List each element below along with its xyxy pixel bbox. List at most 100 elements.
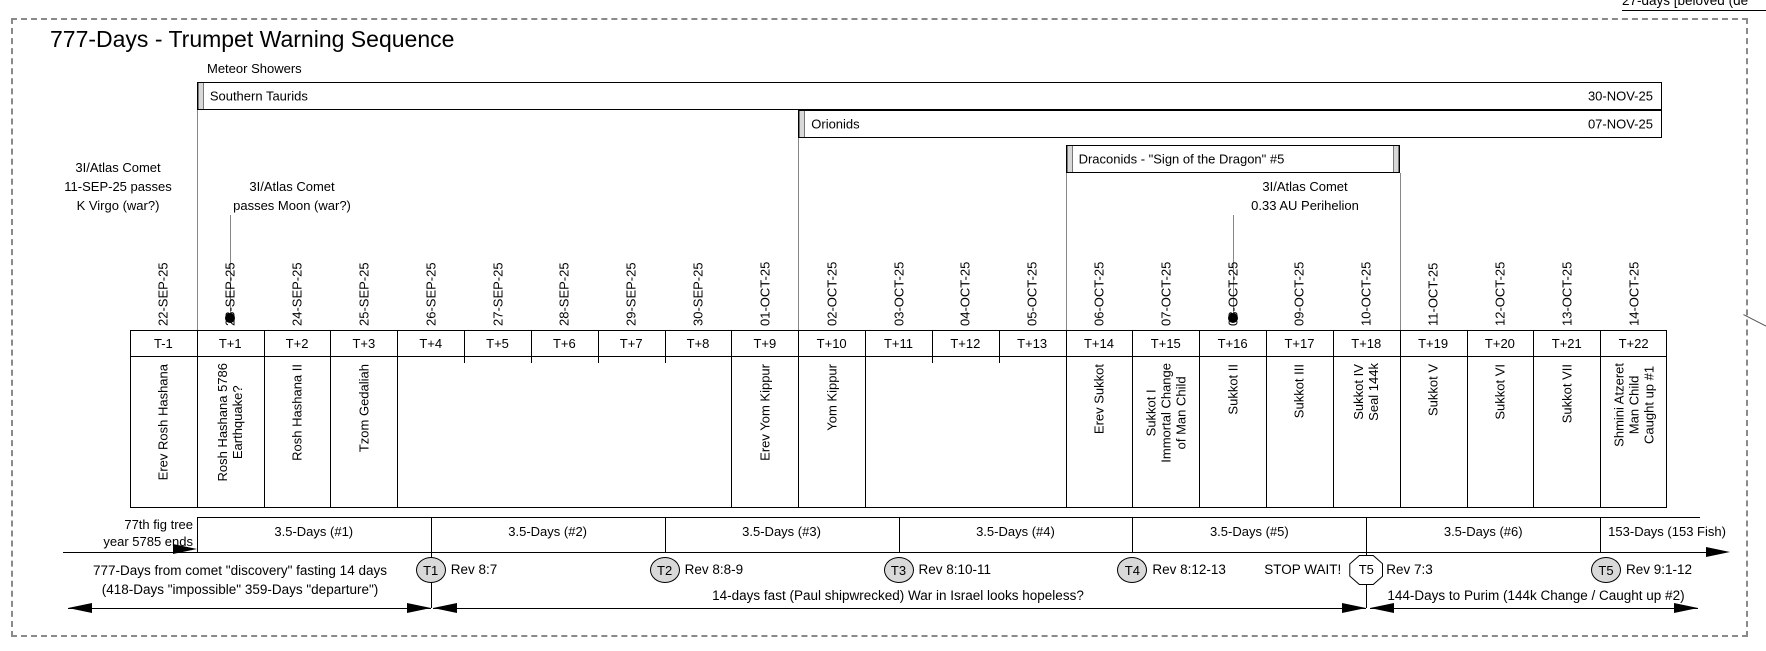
t-row-separator [1466,330,1468,357]
days14-arrow-head-right [1342,603,1367,613]
event-label-text: Rosh Hashana 5786 Earthquake? [215,363,246,482]
trumpet-ref: Rev 9:1-12 [1626,562,1693,577]
event-row-separator [263,357,265,507]
date-label-text: 09-OCT-25 [1291,261,1307,326]
event-label-text: Sukkot VI [1492,364,1508,420]
period-label: 3.5-Days (#3) [742,524,821,539]
event-label-text: Sukkot IV Seal 144k [1351,363,1382,421]
t-row-separator [731,330,733,357]
date-label-text: 14-OCT-25 [1626,261,1642,326]
comet-note-line: 0.33 AU Perihelion [1251,198,1359,213]
event-row-separator [1132,357,1134,507]
date-label-text: 12-OCT-25 [1492,261,1508,326]
comet-note-line: 11-SEP-25 passes [64,179,172,194]
date-label-text: 24-SEP-25 [289,262,305,326]
stop-wait-label: STOP WAIT! [1264,562,1342,577]
event-label-text: Tzom Gedaliah [356,364,372,453]
date-label-text: 25-SEP-25 [356,262,372,326]
meteor-shower-bar: Draconids - "Sign of the Dragon" #5 [1065,145,1400,173]
date-label-text: 08-OCT-25 [1225,261,1241,326]
date-label-text: 11-OCT-25 [1425,262,1441,326]
comet-event-dot [225,313,236,323]
days14-arrow-line [432,608,1367,609]
event-row-separator [397,357,399,507]
t-label: T+11 [883,336,913,351]
event-row-separator [1533,357,1535,507]
meteor-shower-bar: Orionids 07-NOV-25 [798,110,1662,138]
bar-right-cap [1392,146,1399,172]
t-label: T+5 [486,336,509,351]
date-label-text: 07-OCT-25 [1158,261,1174,326]
date-label-text: 02-OCT-25 [824,261,840,326]
t-label: T+8 [686,336,710,351]
days144-arrow-head-left [1370,603,1395,613]
event-label-text: Yom Kippur [824,364,840,431]
meteor-shower-name: Orionids [811,116,860,132]
comet-note-virgo: 3I/Atlas Comet 11-SEP-25 passes K Virgo (w… [64,158,171,215]
fig-tree-note-line1: 77th fig tree [124,517,193,532]
event-row-left-border [130,357,131,507]
event-label-text: Erev Rosh Hashana [155,364,171,481]
guide-line [196,110,198,330]
event-label-text: Erev Sukkot [1091,364,1107,435]
t-row-box [130,330,1667,357]
bar-left-cap [1066,146,1073,172]
trumpet-marker: T1 [415,557,446,583]
period-row-top-line [196,517,1700,518]
event-row-right-border [1666,357,1667,507]
guide-line [1065,173,1067,330]
period-label: 3.5-Days (#6) [1443,524,1523,539]
event-label-text: Sukkot II [1225,364,1241,415]
date-label-text: 27-SEP-25 [490,262,506,326]
t-label: T+13 [1017,336,1048,351]
days777-note-line1: 777-Days from comet "discovery" fasting … [93,563,387,578]
comet-note-line: K Virgo (war?) [76,198,160,213]
t-label: T+15 [1150,336,1181,351]
trumpet-ref: Rev 8:10-11 [918,562,992,577]
days144-arrow-line [1370,608,1698,609]
event-label-text: Sukkot VII [1559,364,1575,424]
meteor-showers-header: Meteor Showers [207,61,302,76]
guide-line [798,138,800,330]
comet-note-moon: 3I/Atlas Comet passes Moon (war?) [233,177,351,215]
bar-left-cap [197,83,204,109]
period-label: 153-Days (153 Fish) [1608,524,1726,539]
t-row-separator [397,330,399,357]
bar-left-cap [799,111,806,137]
event-row-tick [530,357,532,363]
event-row-separator [1199,357,1201,507]
event-row-tick [998,357,1000,363]
event-row-separator [1266,357,1268,507]
event-label-text: Erev Yom Kippur [757,364,773,461]
period-label: 3.5-Days (#5) [1209,524,1289,539]
period-label: 3.5-Days (#1) [274,524,354,539]
period-separator [196,517,198,552]
t-label: T+9 [753,336,777,351]
comet-note-line: 3I/Atlas Comet [1262,179,1348,194]
trumpet-marker-stop-octagon: T5 [1349,555,1384,585]
date-label-text: 26-SEP-25 [423,262,439,326]
t-row-separator [196,330,198,357]
t-label: T+1 [218,336,242,351]
t-row-separator [1266,330,1268,357]
t-label: T+6 [552,336,576,351]
t-label: T+17 [1284,336,1315,351]
event-row-separator [1332,357,1334,507]
t-label: T+22 [1618,336,1649,351]
t-label: T+3 [352,336,376,351]
event-row-separator [1065,357,1067,507]
t-row-separator [464,330,466,357]
event-row-separator [196,357,198,507]
event-label-text: Shmini Atzeret Man Child Caught up #1 [1611,363,1657,447]
t-label: T+20 [1484,336,1515,351]
trumpet-ref: Rev 7:3 [1386,562,1433,577]
event-row-tick [597,357,599,363]
days777-note-line2: (418-Days "impossible" 359-Days "departu… [101,582,379,597]
t-label: T+21 [1551,336,1582,351]
t-label: T+10 [816,336,847,351]
days14-note: 14-days fast (Paul shipwrecked) War in I… [712,588,1084,603]
diagram-title: 777-Days - Trumpet Warning Sequence [50,26,455,52]
t-row-separator [664,330,666,357]
t-label: T+2 [285,336,309,351]
trumpet-ref: Rev 8:8-9 [684,562,744,577]
